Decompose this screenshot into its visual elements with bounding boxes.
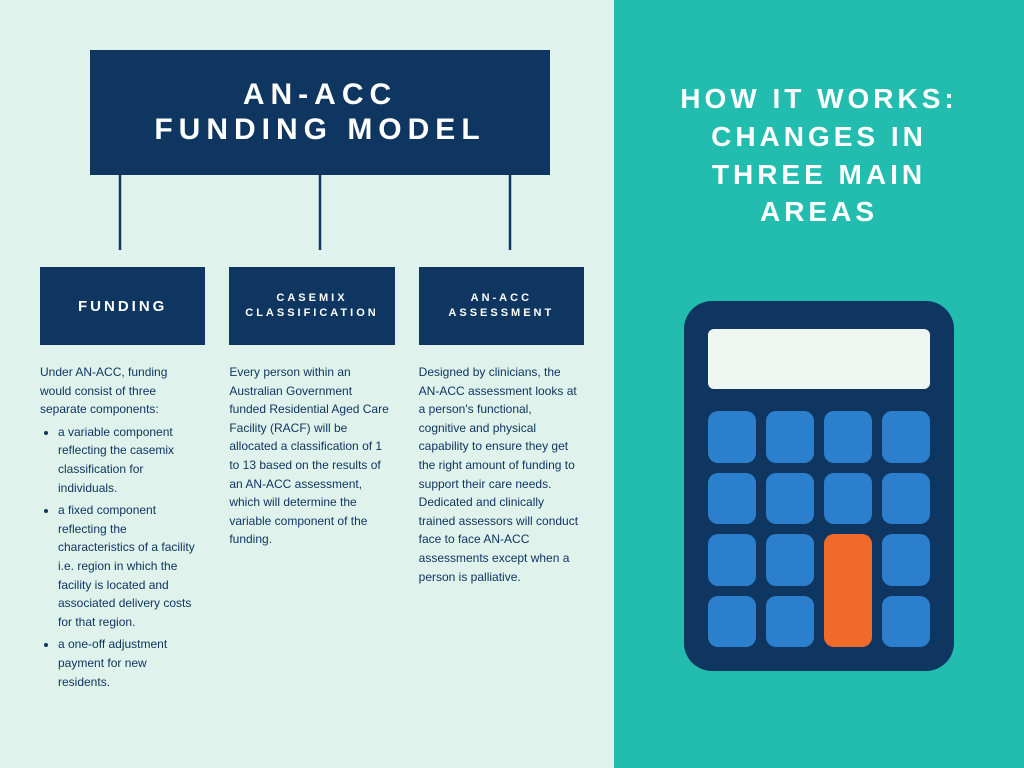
column-funding-intro: Under AN-ACC, funding would consist of t…: [40, 363, 201, 419]
calculator-key: [708, 534, 756, 586]
main-title-box: AN-ACC FUNDING MODEL: [90, 50, 550, 175]
main-title-line2: FUNDING MODEL: [110, 113, 530, 148]
column-funding-body: Under AN-ACC, funding would consist of t…: [40, 345, 205, 695]
column-assessment-head: AN-ACCASSESSMENT: [419, 267, 584, 345]
calculator-icon: [684, 301, 954, 671]
main-title-line1: AN-ACC: [110, 78, 530, 113]
calculator-key: [708, 473, 756, 525]
calculator-key: [882, 473, 930, 525]
bullet: a variable component reflecting the case…: [58, 423, 201, 497]
column-casemix-body: Every person within an Australian Govern…: [229, 345, 394, 549]
column-assessment: AN-ACCASSESSMENT Designed by clinicians,…: [419, 267, 584, 695]
column-funding-head: FUNDING: [40, 267, 205, 345]
calculator-key: [882, 411, 930, 463]
column-casemix: CASEMIXCLASSIFICATION Every person withi…: [229, 267, 394, 695]
column-assessment-body: Designed by clinicians, the AN-ACC asses…: [419, 345, 584, 586]
calculator-key: [824, 473, 872, 525]
bullet: a fixed component reflecting the charact…: [58, 501, 201, 631]
calculator-key: [824, 411, 872, 463]
columns-row: FUNDING Under AN-ACC, funding would cons…: [40, 267, 584, 695]
calculator-screen: [708, 329, 930, 389]
calculator-key: [766, 473, 814, 525]
calculator-key: [824, 534, 872, 647]
calculator-key: [882, 596, 930, 648]
right-title: HOW IT WORKS:CHANGES INTHREE MAINAREAS: [680, 80, 958, 231]
left-panel: AN-ACC FUNDING MODEL FUNDING Under AN-AC…: [0, 0, 614, 768]
calculator-key: [882, 534, 930, 586]
calculator-key: [766, 534, 814, 586]
column-funding: FUNDING Under AN-ACC, funding would cons…: [40, 267, 205, 695]
column-casemix-head: CASEMIXCLASSIFICATION: [229, 267, 394, 345]
right-panel: HOW IT WORKS:CHANGES INTHREE MAINAREAS: [614, 0, 1024, 768]
calculator-key: [708, 411, 756, 463]
calculator-key: [766, 411, 814, 463]
calculator-keys: [708, 411, 930, 647]
column-funding-bullets: a variable component reflecting the case…: [40, 423, 201, 691]
calculator-key: [766, 596, 814, 648]
calculator-key: [708, 596, 756, 648]
bullet: a one-off adjustment payment for new res…: [58, 635, 201, 691]
